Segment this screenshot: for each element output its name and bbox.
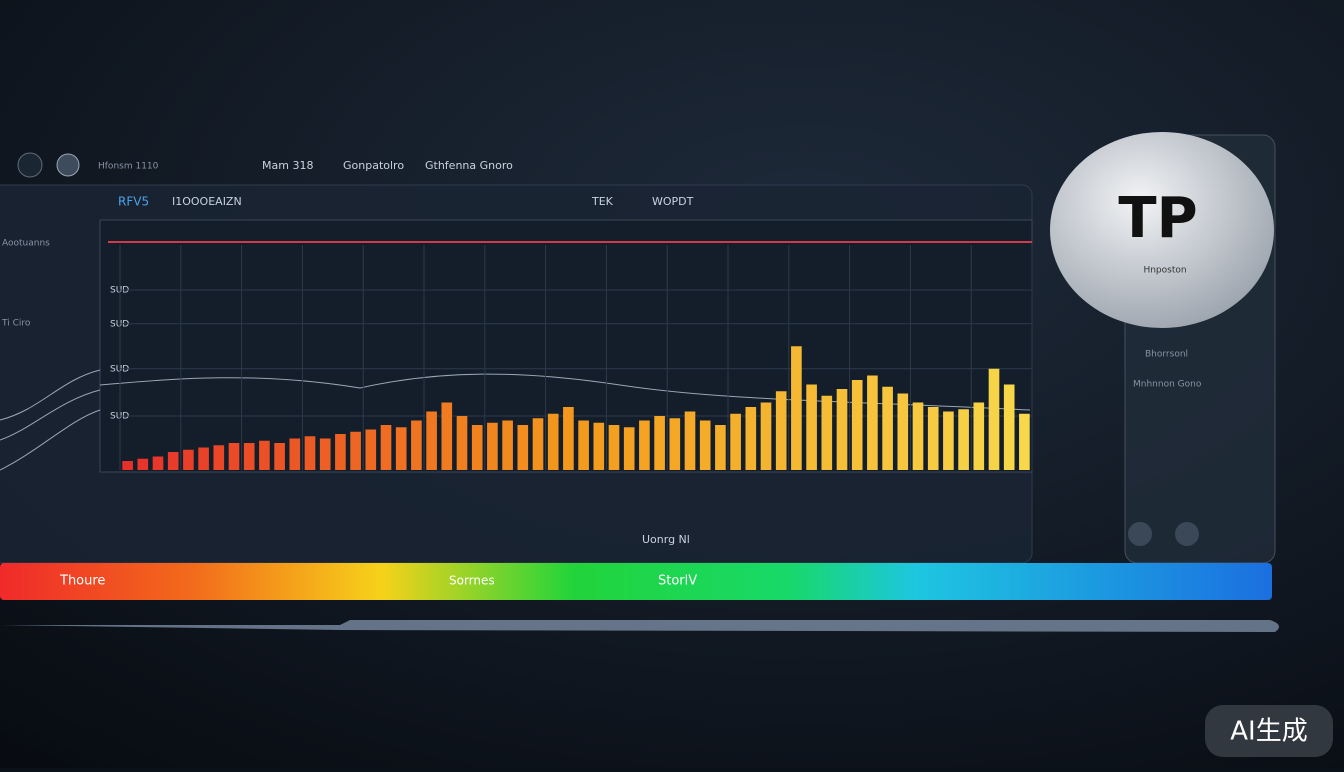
bar bbox=[228, 443, 240, 470]
bar bbox=[487, 422, 498, 470]
nav-item[interactable]: Gthfenna Gnoro bbox=[425, 159, 513, 172]
bar bbox=[730, 413, 741, 470]
footer-label: Uonrg Nl bbox=[642, 533, 690, 546]
toolbar-item[interactable]: WOPDT bbox=[652, 195, 694, 208]
bar bbox=[775, 391, 787, 470]
bar bbox=[563, 407, 574, 470]
bar bbox=[380, 425, 392, 470]
bar bbox=[426, 411, 437, 470]
bar bbox=[988, 368, 1000, 470]
bar bbox=[1019, 413, 1030, 470]
bar bbox=[1003, 384, 1015, 470]
bar bbox=[274, 443, 285, 470]
badge: AI生成 bbox=[1230, 717, 1307, 747]
bar bbox=[365, 429, 377, 470]
base-rail bbox=[0, 620, 1279, 632]
bar bbox=[669, 418, 681, 470]
bar bbox=[517, 425, 529, 470]
nav-item[interactable]: Mam 318 bbox=[262, 159, 313, 172]
bar bbox=[973, 402, 985, 470]
bar bbox=[547, 413, 559, 470]
logo-subtitle: Hnposton bbox=[1143, 266, 1186, 276]
bar bbox=[806, 384, 817, 470]
spectrum-bar bbox=[0, 563, 1272, 600]
nav-item[interactable]: Hfonsm 1110 bbox=[98, 162, 159, 172]
bar bbox=[639, 420, 650, 470]
bar bbox=[243, 443, 255, 470]
bar bbox=[623, 427, 635, 470]
bar bbox=[897, 393, 909, 470]
bar bbox=[350, 431, 361, 470]
bar bbox=[304, 436, 316, 470]
bar bbox=[441, 402, 453, 470]
bar bbox=[198, 447, 209, 470]
toolbar-item[interactable]: I1OOOEAIZN bbox=[172, 195, 242, 208]
bar bbox=[593, 422, 605, 470]
badge-bg bbox=[1205, 705, 1333, 757]
bar bbox=[943, 411, 954, 470]
bar bbox=[912, 402, 924, 470]
bar bbox=[335, 434, 346, 470]
bar bbox=[319, 438, 331, 470]
toolbar-item[interactable]: TEK bbox=[591, 195, 614, 208]
button[interactable] bbox=[1128, 522, 1152, 546]
trend-line bbox=[0, 369, 1031, 471]
bar bbox=[608, 425, 620, 470]
bar bbox=[821, 395, 833, 470]
bar bbox=[851, 380, 863, 470]
bar bbox=[654, 416, 665, 470]
side-item: Bhorrsonl bbox=[1145, 350, 1188, 360]
bar bbox=[745, 407, 757, 470]
bar bbox=[684, 411, 696, 470]
spectrum-label: Thoure bbox=[59, 574, 105, 589]
bar bbox=[715, 425, 726, 470]
bar bbox=[152, 456, 164, 470]
side-item: Mnhnnon Gono bbox=[1133, 380, 1202, 390]
bar bbox=[791, 346, 802, 470]
bar bbox=[137, 458, 149, 470]
sidebar-item[interactable]: Aootuanns bbox=[2, 239, 50, 249]
bar bbox=[867, 375, 878, 470]
icon bbox=[17, 152, 43, 178]
spectrum-label: Sorrnes bbox=[449, 574, 495, 588]
toolbar-item[interactable]: RFV5 bbox=[118, 195, 149, 209]
button[interactable] bbox=[1175, 522, 1199, 546]
bar bbox=[699, 420, 711, 470]
logo-disc bbox=[1050, 132, 1274, 328]
bar bbox=[289, 438, 301, 470]
bar bbox=[958, 409, 969, 470]
bar bbox=[183, 449, 194, 470]
bar bbox=[760, 402, 772, 470]
bar bbox=[213, 445, 225, 470]
bar bbox=[411, 420, 422, 470]
bar bbox=[836, 389, 848, 470]
bar bbox=[259, 440, 270, 470]
logo-title: TP bbox=[1118, 186, 1197, 251]
bar bbox=[167, 452, 179, 470]
spectrum-label: StorlV bbox=[658, 574, 697, 589]
bar bbox=[927, 407, 939, 470]
sidebar-item[interactable]: Ti Ciro bbox=[1, 319, 31, 329]
bar bbox=[532, 418, 544, 470]
nav-item[interactable]: Gonpatolro bbox=[343, 159, 404, 172]
bar bbox=[456, 416, 468, 470]
bar bbox=[395, 427, 407, 470]
icon bbox=[56, 153, 80, 177]
bar bbox=[578, 420, 589, 470]
bar bbox=[471, 425, 483, 470]
bar bbox=[502, 420, 513, 470]
bar bbox=[122, 461, 133, 470]
bar bbox=[882, 386, 893, 470]
